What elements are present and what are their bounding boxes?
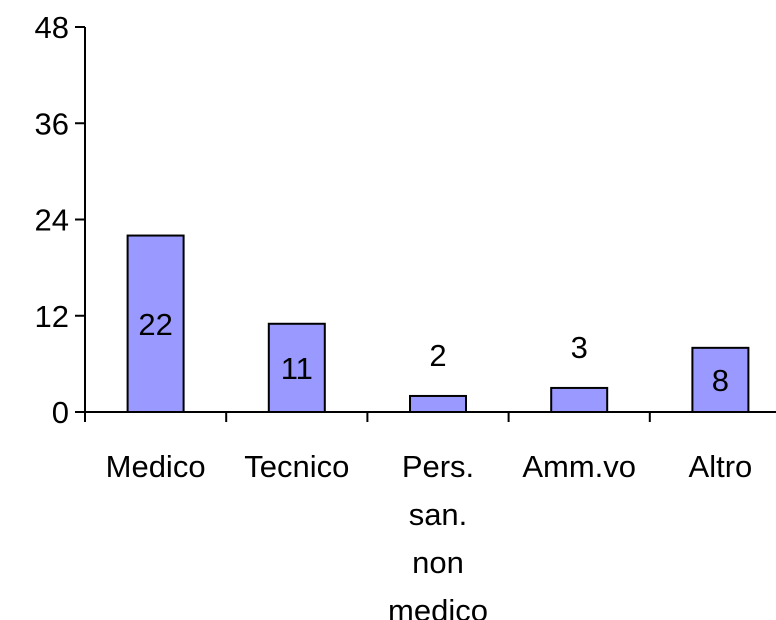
data-label: 11 (281, 351, 313, 386)
x-category-label: medico (388, 593, 488, 620)
bar-medico (126, 234, 185, 413)
x-category-label: Tecnico (244, 449, 349, 484)
bar-altro (691, 346, 750, 414)
y-tick-label: 0 (52, 395, 69, 430)
x-category-label: Altro (689, 449, 753, 484)
data-label: 8 (712, 363, 729, 398)
bar-tecnico (267, 322, 326, 414)
x-category-label: Medico (106, 449, 206, 484)
data-label: 3 (571, 330, 588, 365)
x-category-label: san. (409, 497, 468, 532)
y-tick-label: 12 (35, 299, 69, 334)
y-tick-label: 24 (35, 203, 69, 238)
x-category-label: non (412, 545, 464, 580)
x-category-label: Amm.vo (522, 449, 636, 484)
y-tick-label: 36 (35, 106, 69, 141)
y-tick-label: 48 (35, 10, 69, 45)
x-category-label: Pers. (402, 449, 474, 484)
bar-amm-vo (550, 386, 609, 413)
bar-pers-san-non-medico (409, 394, 467, 414)
data-label: 22 (138, 307, 172, 342)
data-label: 2 (429, 338, 446, 373)
